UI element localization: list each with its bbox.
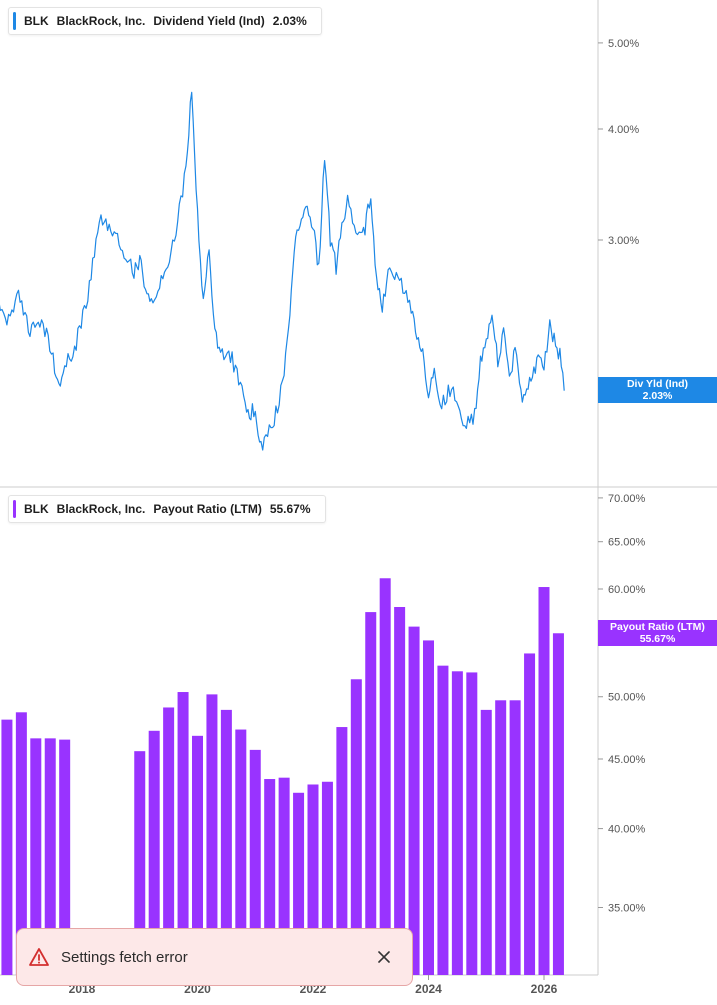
y-tick-label: 3.00% (608, 235, 639, 247)
payout-bar (466, 672, 478, 975)
legend-top[interactable]: BLK BlackRock, Inc. Dividend Yield (Ind)… (8, 7, 322, 35)
y-tick-label: 40.00% (608, 824, 646, 836)
warning-icon (29, 948, 49, 966)
toast-message: Settings fetch error (61, 948, 188, 966)
payout-bar (278, 777, 290, 975)
y-tick-label: 60.00% (608, 584, 646, 596)
payout-bar (293, 792, 305, 975)
payout-bar (365, 612, 377, 975)
bottom-y-axis: 70.00% 65.00% 60.00% 50.00% 45.00% 40.00% 35.0… (598, 493, 646, 915)
payout-bar (394, 606, 406, 975)
payout-bar (307, 784, 319, 975)
legend-ticker: BLK (24, 502, 49, 516)
top-y-axis: 5.00% 4.00% 3.00% (598, 38, 639, 247)
legend-value: 2.03% (272, 14, 307, 28)
yield-lines (0, 91, 565, 451)
payout-bar (379, 578, 391, 975)
y-tick-label: 35.00% (608, 903, 646, 915)
payout-bar (206, 694, 218, 975)
payout-bar (192, 735, 203, 975)
payout-bar (44, 738, 56, 975)
yield-tag-label: Div Yld (Ind) (626, 378, 689, 390)
yield-line (0, 91, 565, 451)
payout-bar (30, 738, 42, 975)
payout-bar (249, 749, 261, 975)
error-toast: Settings fetch error (16, 928, 413, 986)
payout-bar (163, 707, 175, 975)
payout-bar (15, 712, 27, 975)
payout-bar (134, 751, 146, 975)
legend-metric: Payout Ratio (LTM) (153, 502, 262, 516)
y-tick-label: 5.00% (608, 38, 639, 50)
payout-tag-label: Payout Ratio (LTM) (610, 621, 705, 633)
legend-value: 55.67% (269, 502, 311, 516)
y-tick-label: 65.00% (608, 537, 646, 549)
payout-bar (538, 587, 550, 975)
payout-value-tag: Payout Ratio (LTM) 55.67% (598, 620, 717, 646)
yield-tag-value: 2.03% (642, 390, 673, 402)
payout-bar (495, 700, 507, 975)
y-tick-label: 45.00% (608, 754, 646, 766)
legend-metric: Dividend Yield (Ind) (153, 14, 265, 28)
payout-bar (552, 633, 564, 975)
y-tick-label: 70.00% (608, 493, 646, 505)
payout-bar (177, 692, 189, 975)
series-color-swatch (13, 500, 16, 518)
legend-company: BlackRock, Inc. (56, 502, 146, 516)
payout-bar (220, 709, 232, 975)
payout-bar (509, 700, 521, 975)
payout-bar (350, 679, 362, 975)
payout-bar (235, 729, 247, 975)
x-tick-label: 2026 (531, 982, 558, 996)
payout-bar (321, 781, 333, 975)
payout-bar (408, 626, 420, 975)
payout-bar (524, 653, 536, 975)
payout-bar (1, 719, 13, 975)
payout-bar (451, 671, 463, 975)
legend-bottom[interactable]: BLK BlackRock, Inc. Payout Ratio (LTM) 5… (8, 495, 326, 523)
series-color-swatch (13, 12, 16, 30)
payout-tag-value: 55.67% (639, 633, 676, 645)
legend-company: BlackRock, Inc. (56, 14, 146, 28)
yield-value-tag: Div Yld (Ind) 2.03% (598, 377, 717, 403)
payout-bar (437, 665, 449, 975)
payout-bar (59, 739, 71, 975)
payout-bar (423, 640, 434, 975)
payout-bars (1, 578, 564, 975)
payout-bar (264, 779, 276, 975)
y-tick-label: 4.00% (608, 124, 639, 136)
x-tick-label: 2024 (415, 982, 442, 996)
payout-bar (480, 709, 492, 975)
payout-bar (336, 727, 348, 975)
toast-close-button[interactable] (366, 939, 402, 975)
close-icon (378, 951, 390, 963)
payout-bar (148, 730, 160, 975)
legend-ticker: BLK (24, 14, 49, 28)
y-tick-label: 50.00% (608, 692, 646, 704)
